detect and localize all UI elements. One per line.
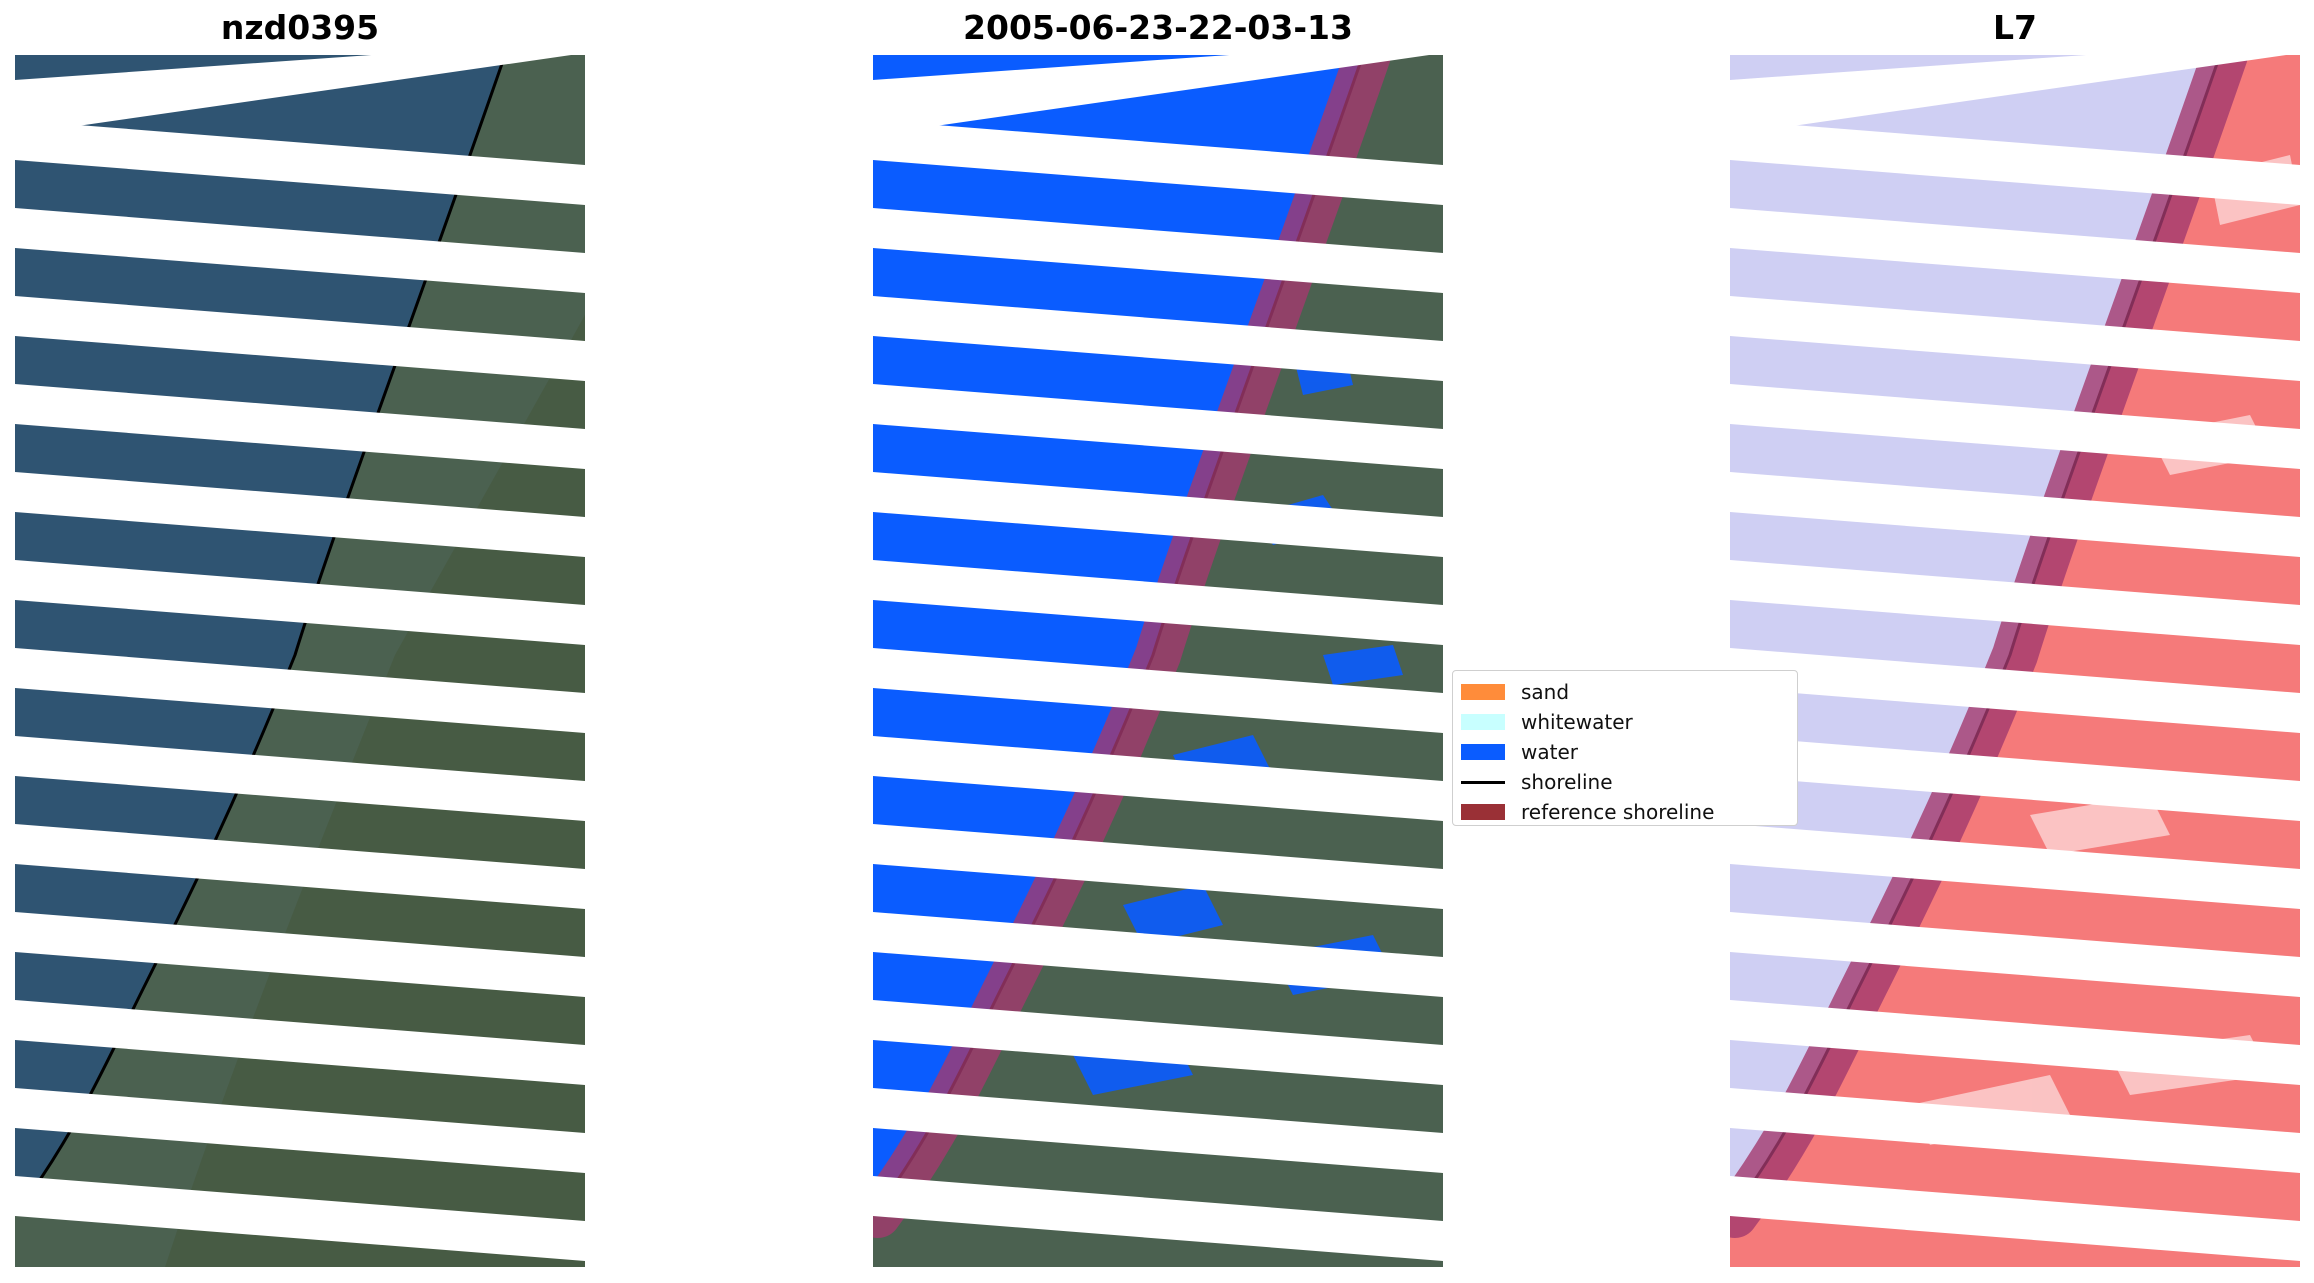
classified-image-canvas [873,55,1443,1267]
legend-item-whitewater: whitewater [1461,707,1789,737]
legend-label-water: water [1521,740,1578,764]
panel-rgb-image [15,55,585,1267]
scan-line-gaps [1730,55,2300,1261]
water-swatch-icon [1461,744,1505,760]
legend-label-sand: sand [1521,680,1570,704]
legend-label-reference-shoreline: reference shoreline [1521,800,1715,824]
legend-label-shoreline: shoreline [1521,770,1613,794]
shoreline-line-icon [1461,780,1505,784]
reference-shoreline-swatch-icon [1461,804,1505,820]
sand-swatch-icon [1461,684,1505,700]
legend: sand whitewater water shoreline referenc… [1452,670,1798,826]
legend-item-shoreline: shoreline [1461,767,1789,797]
panel-title-image: nzd0395 [220,8,380,47]
rgb-image-canvas [15,55,585,1267]
whitewater-swatch-icon [1461,714,1505,730]
panel-title-satellite: L7 [1993,8,2037,47]
legend-item-sand: sand [1461,677,1789,707]
panel-index-image [1730,55,2300,1267]
panel-title-date: 2005-06-23-22-03-13 [963,8,1353,47]
legend-item-water: water [1461,737,1789,767]
panel-classified-image [873,55,1443,1267]
scan-line-gaps [873,55,1443,1261]
legend-label-whitewater: whitewater [1521,710,1633,734]
index-image-canvas [1730,55,2300,1267]
scan-line-gaps [15,55,585,1261]
legend-item-reference-shoreline: reference shoreline [1461,797,1789,827]
